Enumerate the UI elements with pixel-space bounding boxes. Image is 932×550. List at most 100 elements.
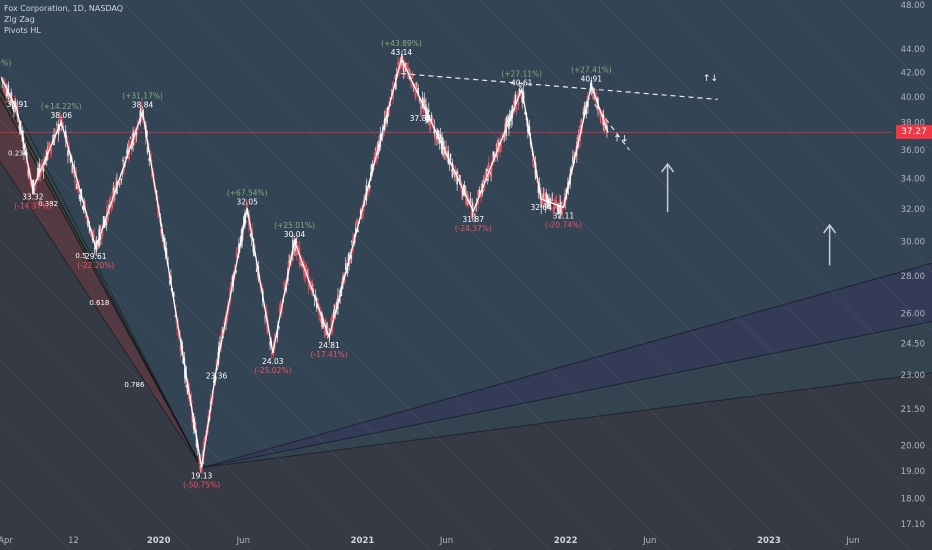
candle-body — [33, 187, 36, 191]
y-tick-label: 19.00 — [901, 467, 925, 477]
candle-body — [115, 182, 117, 184]
pivot-value-label: 37.84 — [410, 114, 432, 123]
candle-body — [416, 87, 418, 92]
indicator-zigzag[interactable]: Zig Zag — [4, 15, 35, 24]
candle-body — [93, 247, 96, 250]
candle-body — [199, 453, 202, 456]
candle-body — [84, 213, 87, 218]
candle-body — [195, 428, 197, 430]
candle-body — [87, 219, 89, 227]
candle-body — [480, 190, 482, 198]
candle-body — [112, 187, 115, 191]
candle-body — [587, 101, 589, 107]
candle-body — [270, 352, 273, 355]
candle-body — [498, 142, 500, 146]
candle-body — [8, 94, 11, 99]
pivot-pct-label: (+14.22%) — [41, 102, 82, 111]
candle-body — [599, 112, 602, 119]
time-axis[interactable]: Apr 12 2020 Jun 2021 Jun 2022 Jun 2023 Jun — [0, 536, 860, 546]
grid-diagonal — [359, 0, 911, 550]
candle-body — [420, 108, 423, 111]
candle-body — [250, 237, 253, 239]
candle-body — [177, 332, 180, 337]
candle-body — [470, 206, 473, 217]
indicator-pivots[interactable]: Pivots HL — [4, 26, 41, 35]
candle-body — [97, 242, 99, 248]
candle-body — [390, 89, 393, 92]
candle-body — [230, 283, 233, 288]
candle-body — [445, 156, 447, 158]
pivot-pct-label: (-20.74%) — [545, 220, 582, 229]
candle-body — [58, 128, 61, 130]
candle-body — [102, 215, 105, 229]
candle-body — [245, 201, 248, 210]
grid-diagonal — [0, 299, 251, 550]
candle-body — [24, 144, 26, 149]
candle-body — [430, 114, 433, 121]
candle-body — [27, 171, 30, 177]
candle-body — [251, 229, 254, 235]
candle-body — [499, 147, 501, 152]
candle-body — [74, 179, 76, 183]
candle-body — [119, 178, 122, 183]
candle-body — [503, 131, 506, 138]
candle-body — [219, 342, 221, 346]
candle-body — [459, 175, 461, 183]
candle-body — [578, 131, 580, 141]
price-axis[interactable]: 48.00 44.00 42.00 40.00 38.00 36.00 34.00 32.00… — [901, 1, 925, 530]
candle-body — [402, 62, 405, 73]
x-tick-label: 12 — [68, 536, 79, 546]
candle-body — [368, 185, 371, 189]
candle-body — [457, 173, 460, 177]
up-arrow-head-icon — [823, 223, 837, 234]
candle-body — [172, 292, 175, 298]
candle-body — [137, 127, 139, 131]
fan-ray — [201, 321, 932, 469]
candle-body — [467, 199, 470, 205]
y-tick-label: 17.10 — [901, 520, 925, 530]
candle-body — [518, 88, 521, 96]
candle-body — [135, 131, 138, 136]
candle-body — [490, 172, 492, 175]
candle-body — [463, 185, 466, 193]
candle-body — [411, 82, 413, 87]
candle-body — [13, 105, 15, 113]
candle-body — [445, 146, 448, 157]
candle-body — [540, 198, 543, 208]
candle-body — [62, 125, 65, 128]
grid-diagonal — [0, 0, 551, 550]
pivot-pct-label: (-25.02%) — [254, 366, 291, 375]
grid-diagonal — [0, 179, 371, 550]
candle-body — [108, 204, 110, 210]
candle-body — [18, 118, 20, 129]
x-tick-label: Jun — [439, 536, 453, 546]
grid-diagonal — [539, 0, 932, 393]
candle-body — [558, 204, 560, 214]
candle-body — [438, 141, 441, 144]
candle-body — [38, 163, 41, 172]
candle-body — [343, 278, 346, 284]
candle-body — [125, 157, 127, 158]
y-tick-label: 48.00 — [901, 1, 925, 11]
pivot-value-label: 19.13 — [191, 472, 213, 481]
candle-body — [295, 238, 298, 244]
candle-body — [414, 91, 417, 98]
pivot-value-label: 29.61 — [85, 252, 107, 261]
candle-body — [80, 189, 83, 197]
candle-body — [313, 303, 316, 305]
symbol-title[interactable]: Fox Corporation, 1D, NASDAQ — [4, 4, 124, 13]
candle-body — [448, 160, 451, 164]
chart-legend: Fox Corporation, 1D, NASDAQ Zig Zag Pivo… — [4, 3, 123, 36]
grid-diagonal — [479, 0, 932, 453]
candle-body — [61, 117, 63, 124]
pivot-value-label: 38.91 — [7, 100, 29, 109]
candle-body — [169, 280, 171, 284]
candle-body — [283, 284, 285, 286]
candle-body — [300, 258, 303, 265]
candle-body — [89, 231, 92, 234]
candle-body — [561, 206, 564, 215]
candle-body — [218, 345, 220, 359]
candle-body — [472, 207, 475, 209]
candle-body — [436, 133, 438, 140]
